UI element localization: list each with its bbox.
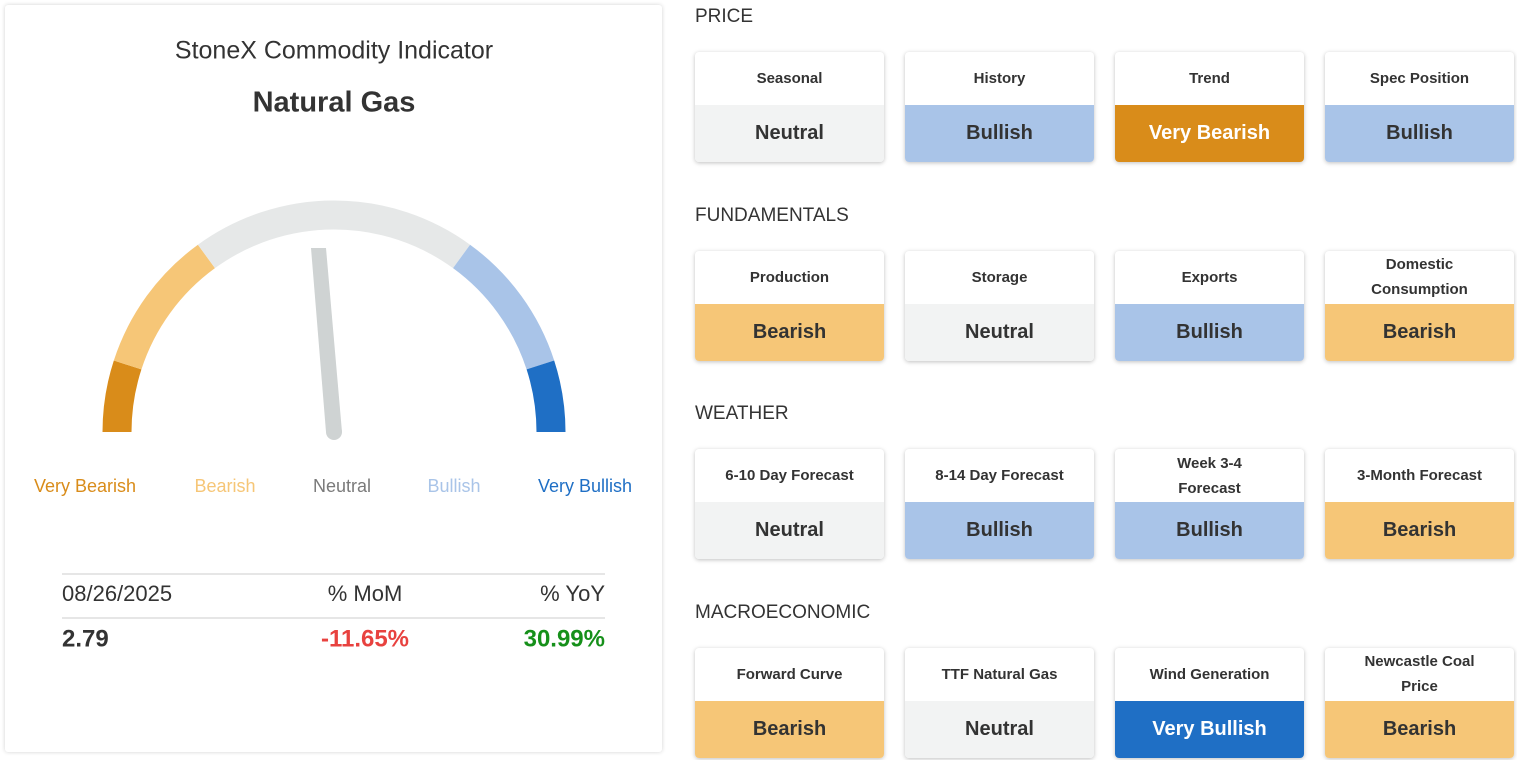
card-rating: Very Bullish: [1115, 700, 1304, 758]
card-rating: Neutral: [905, 700, 1094, 758]
stat-header: 08/26/2025: [62, 581, 172, 606]
card-label: 6-10 Day Forecast: [725, 467, 854, 484]
gauge-segment: [102, 360, 142, 433]
card-rating: Bearish: [695, 303, 884, 361]
card-label: Newcastle Coal Price: [1364, 653, 1475, 695]
stat-value: 2.79: [62, 625, 109, 652]
gauge-segment: [197, 200, 471, 269]
card-label: Trend: [1189, 70, 1230, 87]
gauge-label: Very Bullish: [538, 476, 632, 496]
section-title: WEATHER: [695, 403, 789, 424]
indicator-card: Spec Position Bullish: [1325, 52, 1514, 162]
indicator-card: 6-10 Day Forecast Neutral: [695, 449, 884, 559]
card-label: Exports: [1181, 268, 1238, 286]
gauge-panel: StoneX Commodity Indicator Natural Gas V…: [34, 37, 632, 653]
card-rating: Bearish: [695, 700, 884, 758]
gauge-label: Bearish: [194, 476, 255, 496]
card-label: Domestic Consumption: [1371, 256, 1468, 298]
card-rating: Very Bearish: [1115, 105, 1304, 162]
panel-title: StoneX Commodity Indicator: [175, 37, 493, 65]
indicator-card: Storage Neutral: [905, 250, 1094, 361]
card-rating: Bullish: [905, 105, 1094, 162]
card-rating: Bearish: [1325, 700, 1514, 758]
gauge-segment: [113, 244, 216, 370]
section-title: FUNDAMENTALS: [695, 204, 849, 226]
card-label: 8-14 Day Forecast: [935, 467, 1064, 484]
needle: [311, 248, 342, 432]
gauge: [102, 200, 566, 433]
card-label: Storage: [971, 268, 1028, 286]
indicator-card: Newcastle Coal Price Bearish: [1325, 647, 1514, 758]
card-rating: Neutral: [695, 502, 884, 559]
card-rating: Neutral: [905, 303, 1094, 361]
panel-subtitle: Natural Gas: [253, 87, 416, 119]
stats-table: 08/26/2025 % MoM % YoY 2.79 -11.65% 30.99%: [62, 581, 605, 653]
indicator-card: Trend Very Bearish: [1115, 52, 1304, 162]
card-rating: Bullish: [1325, 105, 1514, 162]
indicator-panel: StoneX Commodity Indicator Natural Gas V…: [5, 5, 662, 752]
card-rating: Bullish: [1115, 303, 1304, 361]
gauge-label: Bullish: [427, 476, 480, 496]
card-label: 3-Month Forecast: [1356, 467, 1482, 484]
indicator-card: Wind Generation Very Bullish: [1115, 647, 1304, 758]
gauge-labels: Very Bearish Bearish Neutral Bullish Very Bu…: [34, 476, 632, 496]
indicator-card: Forward Curve Bearish: [695, 647, 884, 758]
stat-header: % MoM: [328, 581, 403, 606]
card-rating: Bearish: [1325, 303, 1514, 361]
card-label: Spec Position: [1369, 70, 1470, 87]
card-label: Wind Generation: [1149, 665, 1270, 683]
indicator-card: Domestic Consumption Bearish: [1325, 250, 1514, 361]
indicator-card: TTF Natural Gas Neutral: [905, 647, 1094, 758]
card-label: Seasonal: [756, 70, 823, 87]
card-rating: Bearish: [1325, 502, 1514, 559]
card-rating: Bullish: [1115, 502, 1304, 559]
card-rating: Bullish: [905, 502, 1094, 559]
card-label: TTF Natural Gas: [941, 665, 1058, 683]
gauge-segment: [526, 360, 566, 433]
indicator-card: Exports Bullish: [1115, 250, 1304, 361]
gauge-label: Very Bearish: [34, 476, 136, 496]
stat-header: % YoY: [540, 581, 605, 606]
gauge-label: Neutral: [313, 476, 371, 496]
gauge-segment: [452, 244, 555, 370]
indicator-card: 3-Month Forecast Bearish: [1325, 449, 1514, 559]
indicator-card: History Bullish: [905, 52, 1094, 162]
stat-value: -11.65%: [321, 625, 409, 652]
indicator-card: Week 3-4 Forecast Bullish: [1115, 449, 1304, 559]
card-label: Production: [749, 268, 830, 286]
section-title: PRICE: [695, 6, 754, 27]
indicator-card: 8-14 Day Forecast Bullish: [905, 449, 1094, 559]
section-title: MACROECONOMIC: [695, 601, 871, 623]
indicator-card: Production Bearish: [695, 250, 884, 361]
indicator-card: Seasonal Neutral: [695, 52, 884, 162]
stat-value: 30.99%: [524, 625, 605, 652]
card-label: Week 3-4 Forecast: [1177, 454, 1242, 497]
card-label: Forward Curve: [736, 665, 843, 683]
card-label: History: [973, 70, 1026, 87]
card-rating: Neutral: [695, 105, 884, 162]
needle-base: [326, 424, 342, 440]
